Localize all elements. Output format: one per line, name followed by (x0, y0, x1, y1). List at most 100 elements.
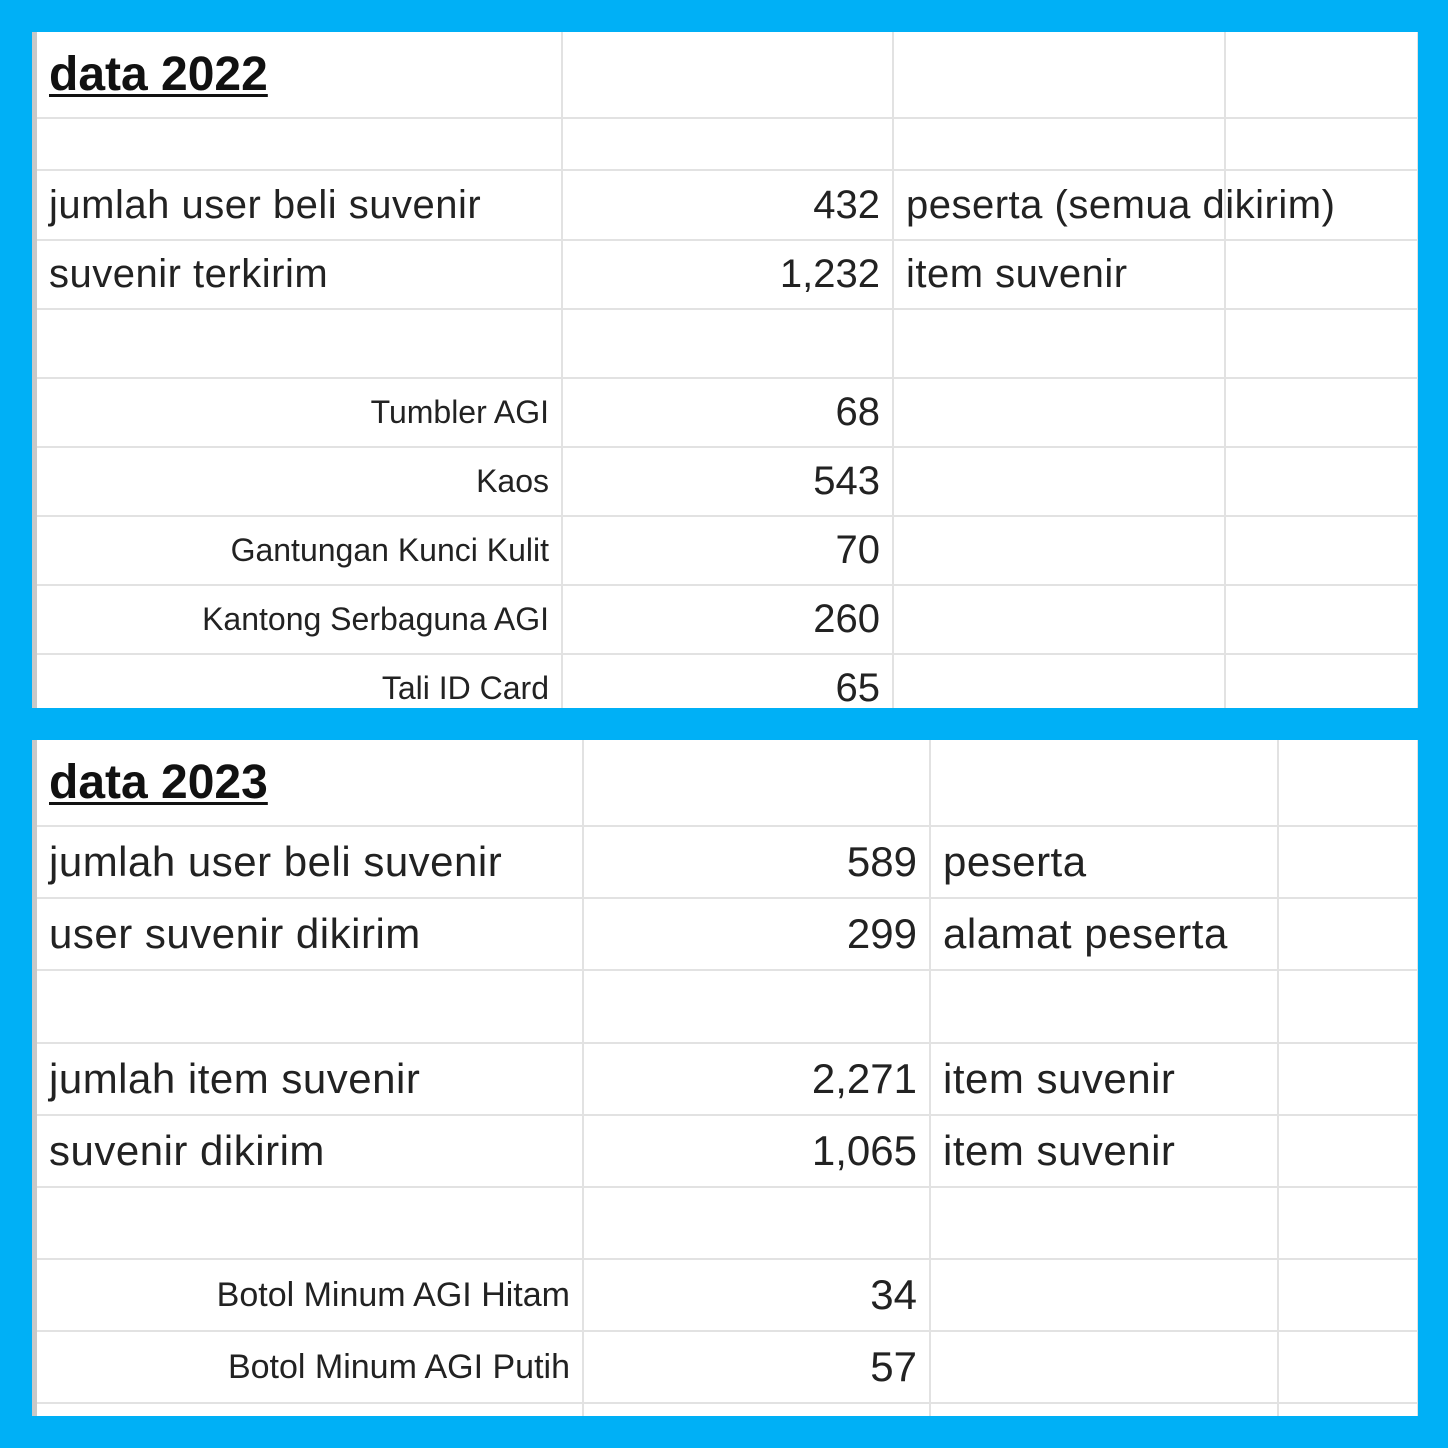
item-label[interactable]: Gantungan Kunci Kulit (37, 516, 563, 586)
row-unit[interactable]: peserta (930, 826, 1279, 899)
title-row: data 2023 (37, 740, 1418, 827)
title-row: data 2022 (37, 32, 1418, 119)
spreadsheet-2022: data 2022 jumlah user beli suvenir 432 pese… (32, 32, 1418, 708)
cell[interactable] (1225, 118, 1418, 171)
cell[interactable] (930, 1187, 1279, 1260)
row-value[interactable]: 1,232 (562, 240, 894, 310)
cell[interactable] (37, 1187, 584, 1260)
cell[interactable] (1278, 1187, 1418, 1260)
cell[interactable] (893, 378, 1226, 448)
cell[interactable] (562, 309, 894, 379)
table-row: Kantong Serbaguna AGI 260 (37, 585, 1418, 655)
cell[interactable] (893, 309, 1226, 379)
cell[interactable] (1225, 654, 1418, 708)
item-value[interactable]: 543 (562, 447, 894, 517)
item-label[interactable]: Tumbler AGI (37, 378, 563, 448)
table-row: Kaos 543 (37, 447, 1418, 517)
cell[interactable] (37, 970, 584, 1044)
cell[interactable] (893, 585, 1226, 655)
table-row: Tumbler AGI 68 (37, 378, 1418, 448)
item-label[interactable]: Kantong Serbaguna AGI (37, 585, 563, 655)
cell[interactable] (562, 32, 894, 119)
sheet-grid: data 2023 jumlah user beli suvenir 589 pese… (37, 740, 1418, 1416)
item-value[interactable]: 34 (583, 1259, 931, 1332)
cell[interactable] (930, 970, 1279, 1044)
item-value[interactable]: 57 (583, 1331, 931, 1404)
cell[interactable] (1278, 898, 1418, 971)
cell[interactable] (562, 118, 894, 171)
cell[interactable] (583, 1187, 931, 1260)
cell[interactable] (1225, 378, 1418, 448)
table-row: Botol Minum AGI Putih 57 (37, 1331, 1418, 1404)
item-label[interactable]: Botol Minum AGI Putih (37, 1331, 584, 1404)
row-label[interactable]: jumlah user beli suvenir (37, 826, 584, 899)
cell[interactable] (1225, 240, 1418, 310)
cell[interactable] (1278, 1259, 1418, 1332)
table-row (37, 970, 1418, 1044)
table-row: user suvenir dikirim 299 alamat peserta (37, 898, 1418, 971)
table-row: Tali ID Card 65 (37, 654, 1418, 708)
row-label[interactable]: jumlah user beli suvenir (37, 170, 563, 241)
cell[interactable] (583, 1403, 931, 1416)
row-unit[interactable]: alamat peserta (930, 898, 1279, 971)
row-value[interactable]: 589 (583, 826, 931, 899)
row-label[interactable]: user suvenir dikirim (37, 898, 584, 971)
cell[interactable] (583, 740, 931, 827)
cell[interactable] (1225, 585, 1418, 655)
cell[interactable] (893, 32, 1226, 119)
cell[interactable] (1278, 970, 1418, 1044)
cell[interactable] (893, 447, 1226, 517)
row-label[interactable]: jumlah item suvenir (37, 1043, 584, 1116)
cell[interactable] (893, 654, 1226, 708)
cell[interactable] (1278, 1043, 1418, 1116)
cell[interactable] (583, 970, 931, 1044)
row-label[interactable]: suvenir terkirim (37, 240, 563, 310)
row-value[interactable]: 299 (583, 898, 931, 971)
row-value[interactable]: 432 (562, 170, 894, 241)
table-row: jumlah user beli suvenir 589 peserta (37, 826, 1418, 899)
cell[interactable] (37, 1403, 584, 1416)
table-row (37, 1403, 1418, 1416)
item-label[interactable]: Botol Minum AGI Hitam (37, 1259, 584, 1332)
cell[interactable] (893, 516, 1226, 586)
table-row: suvenir terkirim 1,232 item suvenir (37, 240, 1418, 310)
item-value[interactable]: 260 (562, 585, 894, 655)
table-row (37, 309, 1418, 379)
table-row: Gantungan Kunci Kulit 70 (37, 516, 1418, 586)
row-unit[interactable]: peserta (semua dikirim) (893, 170, 1335, 241)
cell[interactable] (930, 1259, 1279, 1332)
cell[interactable] (1225, 447, 1418, 517)
cell[interactable] (37, 118, 563, 171)
cell[interactable] (893, 118, 1226, 171)
cell[interactable] (1278, 740, 1418, 827)
table-row: jumlah item suvenir 2,271 item suvenir (37, 1043, 1418, 1116)
row-unit[interactable]: item suvenir (893, 240, 1226, 310)
cell[interactable] (1225, 32, 1418, 119)
cell[interactable] (930, 740, 1279, 827)
cell[interactable] (1278, 1403, 1418, 1416)
cell[interactable] (1278, 826, 1418, 899)
row-unit[interactable]: item suvenir (930, 1115, 1279, 1188)
item-value[interactable]: 68 (562, 378, 894, 448)
cell[interactable] (930, 1331, 1279, 1404)
cell[interactable] (1278, 1331, 1418, 1404)
item-value[interactable]: 65 (562, 654, 894, 708)
item-label[interactable]: Kaos (37, 447, 563, 517)
spreadsheet-2023: data 2023 jumlah user beli suvenir 589 pese… (32, 740, 1418, 1416)
row-label[interactable]: suvenir dikirim (37, 1115, 584, 1188)
item-label[interactable]: Tali ID Card (37, 654, 563, 708)
cell[interactable] (37, 309, 563, 379)
row-unit[interactable]: item suvenir (930, 1043, 1279, 1116)
cell[interactable] (930, 1403, 1279, 1416)
table-row: suvenir dikirim 1,065 item suvenir (37, 1115, 1418, 1188)
sheet-title[interactable]: data 2022 (37, 32, 563, 119)
cell[interactable] (1278, 1115, 1418, 1188)
table-row: jumlah user beli suvenir 432 peserta (semu… (37, 170, 1418, 241)
row-value[interactable]: 1,065 (583, 1115, 931, 1188)
cell[interactable] (1225, 309, 1418, 379)
cell[interactable] (1225, 516, 1418, 586)
item-value[interactable]: 70 (562, 516, 894, 586)
cell[interactable] (1225, 170, 1418, 241)
sheet-title[interactable]: data 2023 (37, 740, 584, 827)
row-value[interactable]: 2,271 (583, 1043, 931, 1116)
